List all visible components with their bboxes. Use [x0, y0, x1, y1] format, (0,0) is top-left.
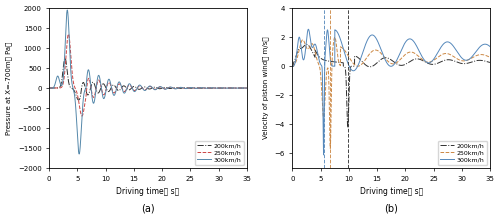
Line: 300km/h: 300km/h — [49, 10, 247, 154]
Line: 200km/h: 200km/h — [292, 44, 490, 127]
250km/h — [79, 115, 85, 117]
200km/h — [180, 87, 186, 89]
300km/h — [142, 89, 148, 92]
Line: 250km/h: 250km/h — [292, 37, 490, 148]
250km/h — [342, 49, 347, 51]
300km/h — [98, 85, 104, 87]
Line: 200km/h: 200km/h — [49, 58, 247, 100]
250km/h — [328, 147, 334, 150]
250km/h — [244, 87, 250, 90]
Text: (a): (a) — [141, 203, 155, 213]
X-axis label: Driving time（ s）: Driving time（ s） — [360, 187, 423, 196]
300km/h — [180, 86, 186, 89]
200km/h — [341, 65, 347, 68]
300km/h — [423, 61, 429, 63]
Legend: 200km/h, 250km/h, 300km/h: 200km/h, 250km/h, 300km/h — [438, 141, 487, 165]
250km/h — [423, 61, 429, 63]
200km/h — [304, 43, 310, 46]
200km/h — [56, 86, 62, 89]
200km/h — [62, 57, 68, 59]
250km/h — [300, 38, 306, 41]
200km/h — [244, 87, 250, 89]
300km/h — [125, 84, 131, 87]
200km/h — [345, 126, 351, 129]
200km/h — [121, 84, 127, 87]
Line: 300km/h: 300km/h — [292, 29, 490, 155]
Legend: 200km/h, 250km/h, 300km/h: 200km/h, 250km/h, 300km/h — [194, 141, 244, 165]
300km/h — [364, 39, 370, 42]
300km/h — [320, 154, 326, 156]
250km/h — [98, 85, 104, 88]
300km/h — [290, 65, 296, 68]
Y-axis label: Velocity of piston wind（ m/s）: Velocity of piston wind（ m/s） — [262, 37, 269, 139]
200km/h — [98, 86, 104, 89]
200km/h — [142, 86, 148, 88]
300km/h — [46, 87, 52, 89]
Y-axis label: Pressure at X=-700m（ Pa）: Pressure at X=-700m（ Pa） — [6, 41, 12, 135]
250km/h — [180, 87, 186, 89]
250km/h — [368, 51, 374, 54]
200km/h — [76, 99, 82, 101]
200km/h — [46, 87, 52, 89]
200km/h — [487, 61, 493, 64]
300km/h — [64, 9, 70, 11]
300km/h — [121, 92, 127, 94]
250km/h — [290, 65, 296, 68]
300km/h — [368, 34, 374, 37]
200km/h — [290, 65, 296, 68]
300km/h — [300, 57, 306, 60]
300km/h — [56, 80, 62, 82]
250km/h — [364, 56, 370, 59]
250km/h — [125, 85, 131, 88]
300km/h — [306, 28, 312, 30]
300km/h — [487, 45, 493, 48]
200km/h — [423, 61, 429, 64]
250km/h — [487, 56, 493, 59]
300km/h — [385, 63, 391, 66]
200km/h — [300, 46, 306, 49]
250km/h — [385, 60, 391, 63]
250km/h — [66, 33, 71, 35]
200km/h — [364, 65, 370, 67]
X-axis label: Driving time（ s）: Driving time（ s） — [116, 187, 180, 196]
250km/h — [142, 89, 148, 91]
200km/h — [385, 57, 391, 59]
200km/h — [125, 88, 131, 91]
Text: (b): (b) — [384, 203, 398, 213]
300km/h — [244, 87, 250, 90]
300km/h — [342, 51, 347, 53]
250km/h — [46, 87, 52, 89]
250km/h — [56, 87, 62, 89]
250km/h — [121, 90, 127, 93]
300km/h — [76, 153, 82, 155]
200km/h — [368, 65, 374, 68]
Line: 250km/h: 250km/h — [49, 34, 247, 116]
250km/h — [332, 36, 338, 38]
